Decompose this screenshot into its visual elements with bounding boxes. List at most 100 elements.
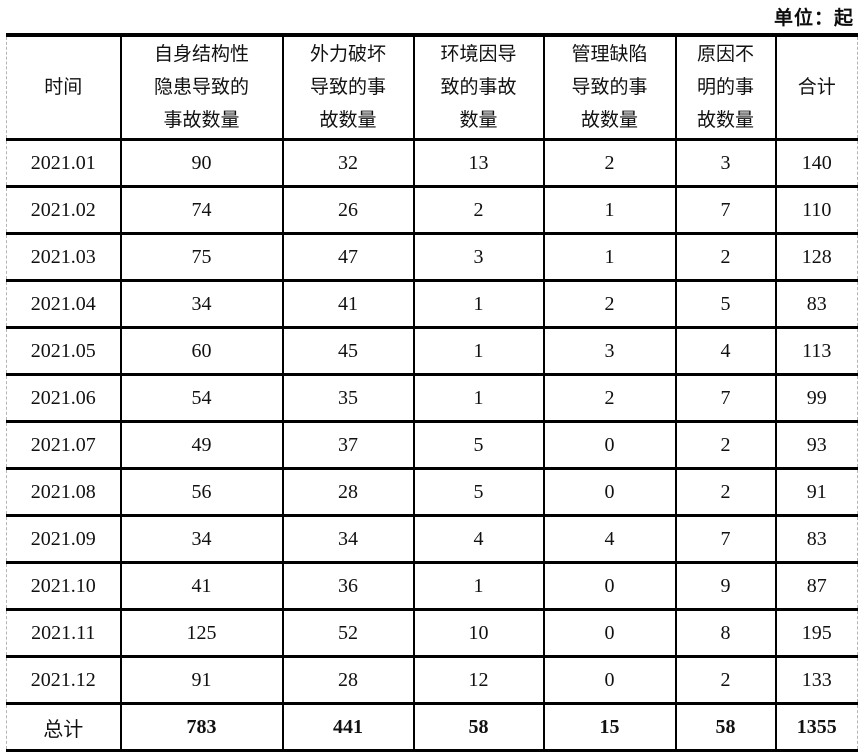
table-cell: 1 [412,373,545,423]
table-cell: 0 [542,608,677,658]
table-cell: 195 [774,608,858,658]
table-cell: 2 [674,467,777,517]
row-time-label: 2021.09 [6,514,122,564]
column-header: 外力破坏 导致的事 故数量 [281,33,415,141]
row-time-label: 2021.08 [6,467,122,517]
table-cell: 45 [281,326,415,376]
table-cell: 2 [674,420,777,470]
table-cell: 28 [281,655,415,705]
table-cell: 91 [774,467,858,517]
table-cell: 1 [542,232,677,282]
table-cell: 0 [542,655,677,705]
table-row: 2021.01 90 32 13 2 3 140 [6,138,858,188]
table-cell: 1 [412,279,545,329]
table-cell: 2 [542,138,677,188]
table-cell: 2 [674,655,777,705]
table-cell: 1 [412,561,545,611]
row-time-label: 2021.07 [6,420,122,470]
table-cell: 56 [119,467,284,517]
table-cell: 0 [542,420,677,470]
table-cell: 3 [412,232,545,282]
table-cell: 2 [542,373,677,423]
row-time-label: 2021.01 [6,138,122,188]
row-time-label: 2021.12 [6,655,122,705]
table-cell: 5 [674,279,777,329]
column-header: 时间 [6,33,122,141]
table-cell: 41 [119,561,284,611]
table-cell: 93 [774,420,858,470]
table-cell: 133 [774,655,858,705]
table-cell: 10 [412,608,545,658]
row-time-label: 2021.02 [6,185,122,235]
table-cell: 52 [281,608,415,658]
table-cell: 1 [542,185,677,235]
total-cell: 58 [674,702,777,752]
table-row: 2021.02 74 26 2 1 7 110 [6,185,858,235]
total-cell: 1355 [774,702,858,752]
table-cell: 74 [119,185,284,235]
table-cell: 35 [281,373,415,423]
table-cell: 99 [774,373,858,423]
table-cell: 36 [281,561,415,611]
table-cell: 3 [542,326,677,376]
table-cell: 7 [674,514,777,564]
header-row: 时间 自身结构性 隐患导致的 事故数量 外力破坏 导致的事 故数量 环境因导 致的事故 数量 管理缺… [6,33,858,141]
row-time-label: 2021.04 [6,279,122,329]
table-cell: 49 [119,420,284,470]
table-row: 2021.06 54 35 1 2 7 99 [6,373,858,423]
total-label: 总计 [6,702,122,752]
table-cell: 12 [412,655,545,705]
table-cell: 2 [412,185,545,235]
table-cell: 91 [119,655,284,705]
table-cell: 90 [119,138,284,188]
total-row: 总计 783 441 58 15 58 1355 [6,702,858,752]
table-cell: 128 [774,232,858,282]
row-time-label: 2021.11 [6,608,122,658]
table-cell: 4 [412,514,545,564]
table-cell: 32 [281,138,415,188]
table-cell: 60 [119,326,284,376]
table-cell: 28 [281,467,415,517]
table-cell: 4 [542,514,677,564]
table-cell: 2 [542,279,677,329]
table-cell: 34 [281,514,415,564]
table-row: 2021.04 34 41 1 2 5 83 [6,279,858,329]
total-cell: 441 [281,702,415,752]
table-row: 2021.10 41 36 1 0 9 87 [6,561,858,611]
table-cell: 8 [674,608,777,658]
row-time-label: 2021.10 [6,561,122,611]
row-time-label: 2021.06 [6,373,122,423]
table-row: 2021.08 56 28 5 0 2 91 [6,467,858,517]
table-cell: 113 [774,326,858,376]
accidents-by-cause-table: 时间 自身结构性 隐患导致的 事故数量 外力破坏 导致的事 故数量 环境因导 致的事故 数量 管理缺… [6,33,858,752]
table-cell: 4 [674,326,777,376]
table-cell: 5 [412,420,545,470]
total-cell: 15 [542,702,677,752]
table-cell: 83 [774,514,858,564]
table-cell: 0 [542,561,677,611]
total-cell: 783 [119,702,284,752]
row-time-label: 2021.03 [6,232,122,282]
table-row: 2021.03 75 47 3 1 2 128 [6,232,858,282]
table-cell: 1 [412,326,545,376]
table-cell: 13 [412,138,545,188]
table-cell: 26 [281,185,415,235]
table-row: 2021.09 34 34 4 4 7 83 [6,514,858,564]
table-cell: 37 [281,420,415,470]
total-cell: 58 [412,702,545,752]
table-cell: 54 [119,373,284,423]
column-header: 原因不 明的事 故数量 [674,33,777,141]
table-cell: 34 [119,279,284,329]
table-cell: 34 [119,514,284,564]
table-row: 2021.12 91 28 12 0 2 133 [6,655,858,705]
table-cell: 87 [774,561,858,611]
table-cell: 140 [774,138,858,188]
table-cell: 3 [674,138,777,188]
table-row: 2021.07 49 37 5 0 2 93 [6,420,858,470]
table-cell: 83 [774,279,858,329]
column-header: 自身结构性 隐患导致的 事故数量 [119,33,284,141]
column-header: 合计 [774,33,858,141]
table-cell: 47 [281,232,415,282]
table-cell: 7 [674,185,777,235]
